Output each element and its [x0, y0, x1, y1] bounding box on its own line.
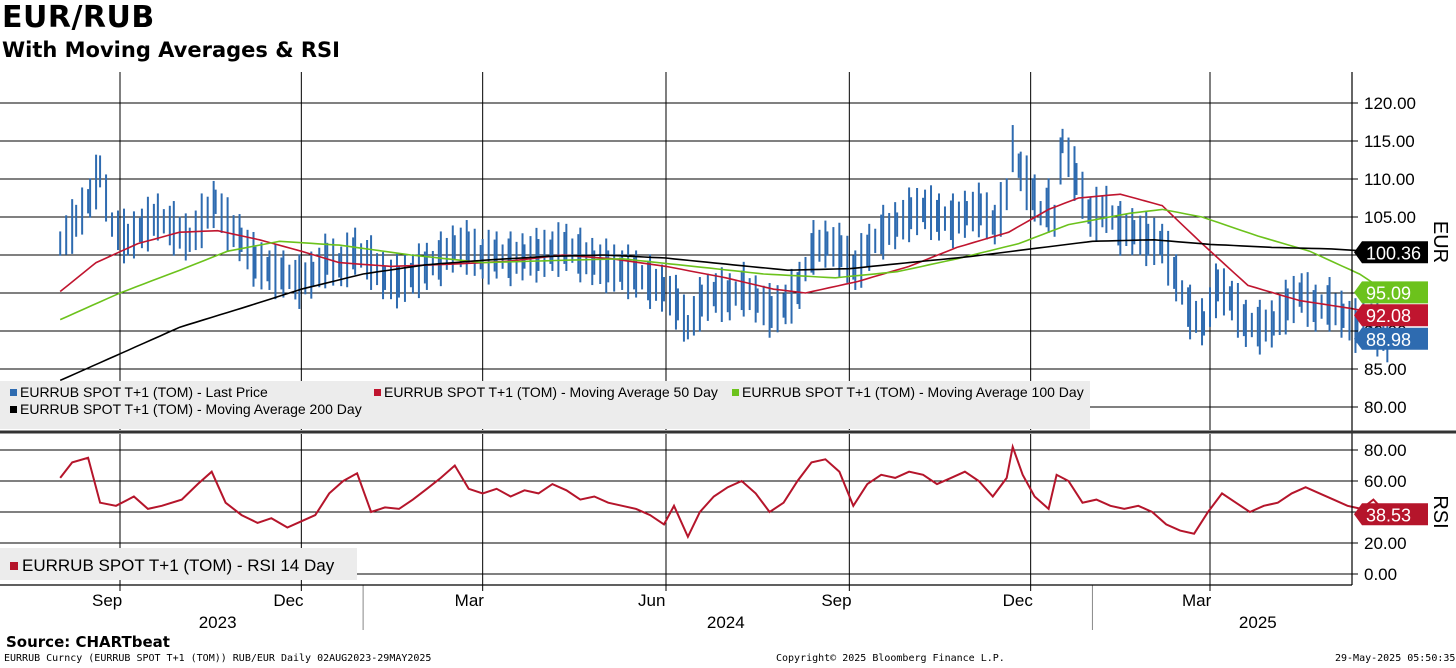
- last-value-label: 38.53: [1366, 505, 1411, 525]
- price-legend-box: [0, 381, 1090, 429]
- footer-timestamp: 29-May-2025 05:50:35: [1335, 653, 1456, 664]
- rsi-ytick-tick-label: 20.00: [1364, 534, 1407, 553]
- x-month-label: Mar: [455, 591, 485, 610]
- last-value-label: 100.36: [1366, 243, 1421, 263]
- footer-copyright: Copyright© 2025 Bloomberg Finance L.P.: [776, 653, 1005, 664]
- price-ytick-tick-label: 85.00: [1364, 360, 1407, 379]
- footer-ticker-info: EURRUB Curncy (EURRUB SPOT T+1 (TOM)) RU…: [4, 653, 432, 664]
- price-ytick-tick-label: 105.00: [1364, 208, 1416, 227]
- legend-label: EURRUB SPOT T+1 (TOM) - Moving Average 5…: [384, 384, 718, 400]
- x-year-label: 2023: [199, 613, 237, 632]
- x-month-label: Dec: [1003, 591, 1034, 610]
- x-month-label: Dec: [273, 591, 304, 610]
- ma-line-1: [59, 193, 1388, 316]
- price-plot: [59, 125, 1389, 382]
- ma-line-2: [59, 208, 1388, 321]
- last-value-tag: [1354, 281, 1428, 304]
- legends: EURRUB SPOT T+1 (TOM) - Last Price EURRUB…: [0, 381, 1090, 580]
- last-value-label: 95.09: [1366, 283, 1411, 303]
- last-value-tag: [1354, 304, 1428, 327]
- rsi-ytick-tick-label: 0.00: [1364, 565, 1397, 584]
- y-axis-unit-label: EUR: [1429, 221, 1451, 263]
- x-year-label: 2024: [707, 613, 745, 632]
- legend-label: EURRUB SPOT T+1 (TOM) - Moving Average 2…: [20, 401, 362, 417]
- x-month-label: Jun: [638, 591, 665, 610]
- last-value-label: 92.08: [1366, 306, 1411, 326]
- chart-subtitle: With Moving Averages & RSI: [2, 38, 340, 62]
- y-axis-unit-label: RSI: [1429, 495, 1451, 528]
- ma-line-3: [59, 238, 1388, 382]
- legend-swatch: [10, 389, 17, 396]
- legend-swatch: [732, 389, 739, 396]
- legend-swatch: [374, 389, 381, 396]
- price-ytick-tick-label: 110.00: [1364, 170, 1415, 189]
- rsi-legend-box: [0, 548, 357, 580]
- rsi-line: [59, 443, 1389, 540]
- rsi-plot: [59, 443, 1389, 540]
- price-ytick-tick-label: 80.00: [1364, 398, 1407, 417]
- x-year-label: 2025: [1239, 613, 1277, 632]
- axes: 120.00115.00110.00105.00100.0095.0090.00…: [0, 72, 1456, 632]
- last-value-tag: [1354, 503, 1428, 526]
- x-month-label: Sep: [821, 591, 851, 610]
- legend-swatch: [10, 406, 17, 413]
- last-value-tag: [1354, 241, 1428, 264]
- x-month-label: Sep: [92, 591, 122, 610]
- last-value-label: 88.98: [1366, 330, 1411, 350]
- chart-title: EUR/RUB: [2, 0, 155, 35]
- rsi-ytick-tick-label: 60.00: [1364, 472, 1407, 491]
- price-ytick-tick-label: 120.00: [1364, 94, 1416, 113]
- legend-label: EURRUB SPOT T+1 (TOM) - RSI 14 Day: [22, 556, 335, 575]
- x-month-label: Mar: [1182, 591, 1212, 610]
- legend-label: EURRUB SPOT T+1 (TOM) - Moving Average 1…: [742, 384, 1084, 400]
- legend-swatch: [10, 562, 18, 570]
- legend-label: EURRUB SPOT T+1 (TOM) - Last Price: [20, 384, 268, 400]
- source-note: Source: CHARTbeat: [6, 633, 170, 651]
- price-ytick-tick-label: 115.00: [1364, 132, 1415, 151]
- rsi-ytick-tick-label: 80.00: [1364, 441, 1407, 460]
- last-value-tag: [1354, 327, 1428, 350]
